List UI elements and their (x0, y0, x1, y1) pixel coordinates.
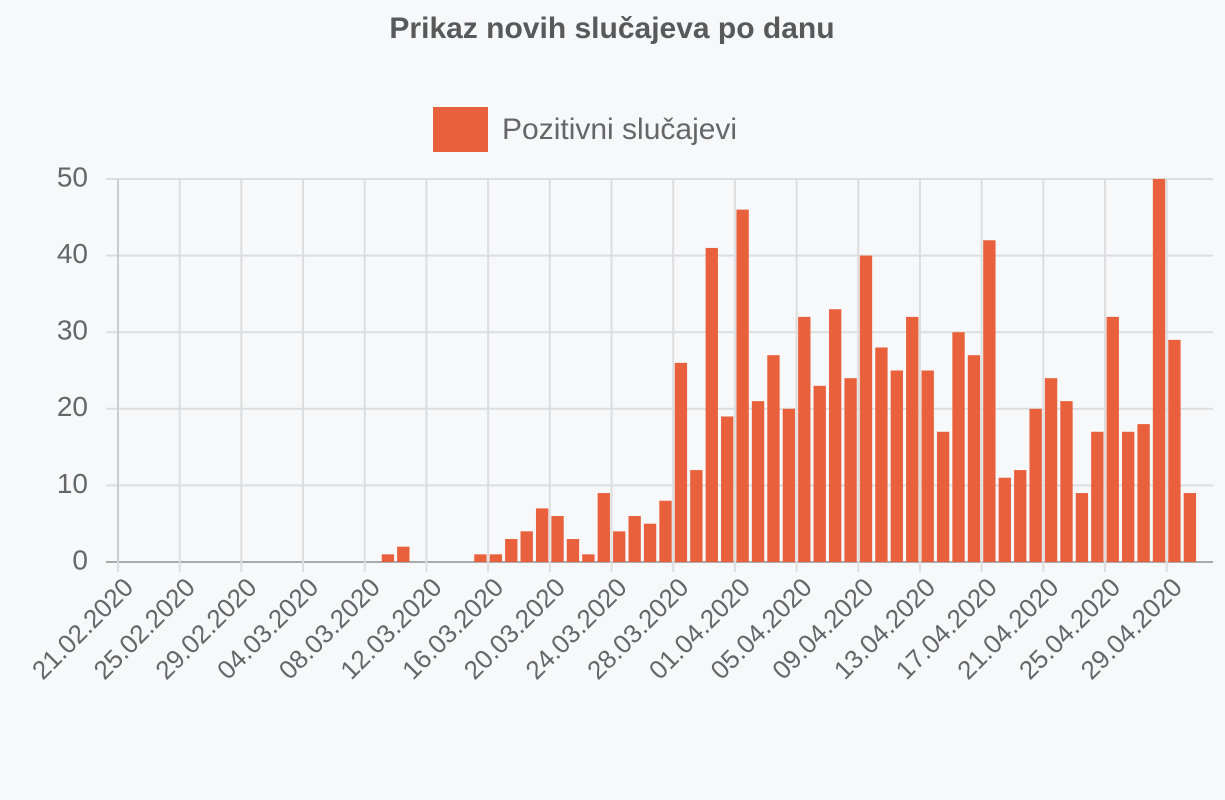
bar (890, 370, 904, 562)
y-tick-label: 0 (72, 544, 88, 575)
bar (875, 347, 888, 562)
bar (721, 416, 734, 562)
bar (906, 316, 919, 562)
bar (381, 554, 395, 562)
legend-swatch (433, 107, 488, 152)
bar (859, 255, 873, 562)
bar (952, 332, 965, 562)
bar (628, 516, 641, 562)
y-tick-label: 10 (57, 468, 88, 499)
bar (1137, 424, 1150, 562)
bar (613, 531, 626, 562)
bar (690, 470, 703, 562)
bar (566, 539, 580, 562)
bar (1075, 493, 1089, 562)
bar (705, 247, 718, 562)
bar (551, 516, 564, 562)
legend-label: Pozitivni slučajevi (502, 113, 737, 146)
bar (736, 209, 749, 562)
bar (1014, 470, 1027, 562)
bar (505, 539, 518, 562)
bar (489, 554, 503, 562)
bar (983, 240, 996, 562)
bar (1122, 431, 1135, 562)
bar (397, 546, 410, 562)
bar (798, 316, 811, 562)
bar (597, 493, 610, 562)
bar (1168, 339, 1181, 562)
bar (535, 508, 549, 562)
y-tick-label: 40 (57, 238, 88, 269)
bar (921, 370, 934, 562)
chart-title: Prikaz novih slučajeva po danu (389, 12, 834, 45)
bar (751, 401, 765, 562)
bar (659, 500, 672, 562)
y-tick-label: 20 (57, 391, 88, 422)
bar (936, 431, 950, 562)
bar (520, 531, 533, 562)
bar (782, 408, 796, 562)
bar (998, 477, 1011, 562)
bar (1183, 493, 1197, 562)
y-tick-label: 50 (57, 161, 88, 192)
bar (828, 309, 842, 562)
bar (674, 362, 688, 562)
bar (1060, 401, 1073, 562)
bar (967, 355, 981, 562)
y-tick-label: 30 (57, 315, 88, 346)
bar (844, 378, 857, 562)
bar (1091, 431, 1104, 562)
bar (1106, 316, 1119, 562)
bar (813, 385, 826, 562)
bar (1152, 179, 1166, 562)
bar (1029, 408, 1042, 562)
bar (582, 554, 595, 562)
bar (474, 554, 487, 562)
bar (643, 523, 657, 562)
bar (767, 355, 780, 562)
bar (1044, 378, 1058, 562)
